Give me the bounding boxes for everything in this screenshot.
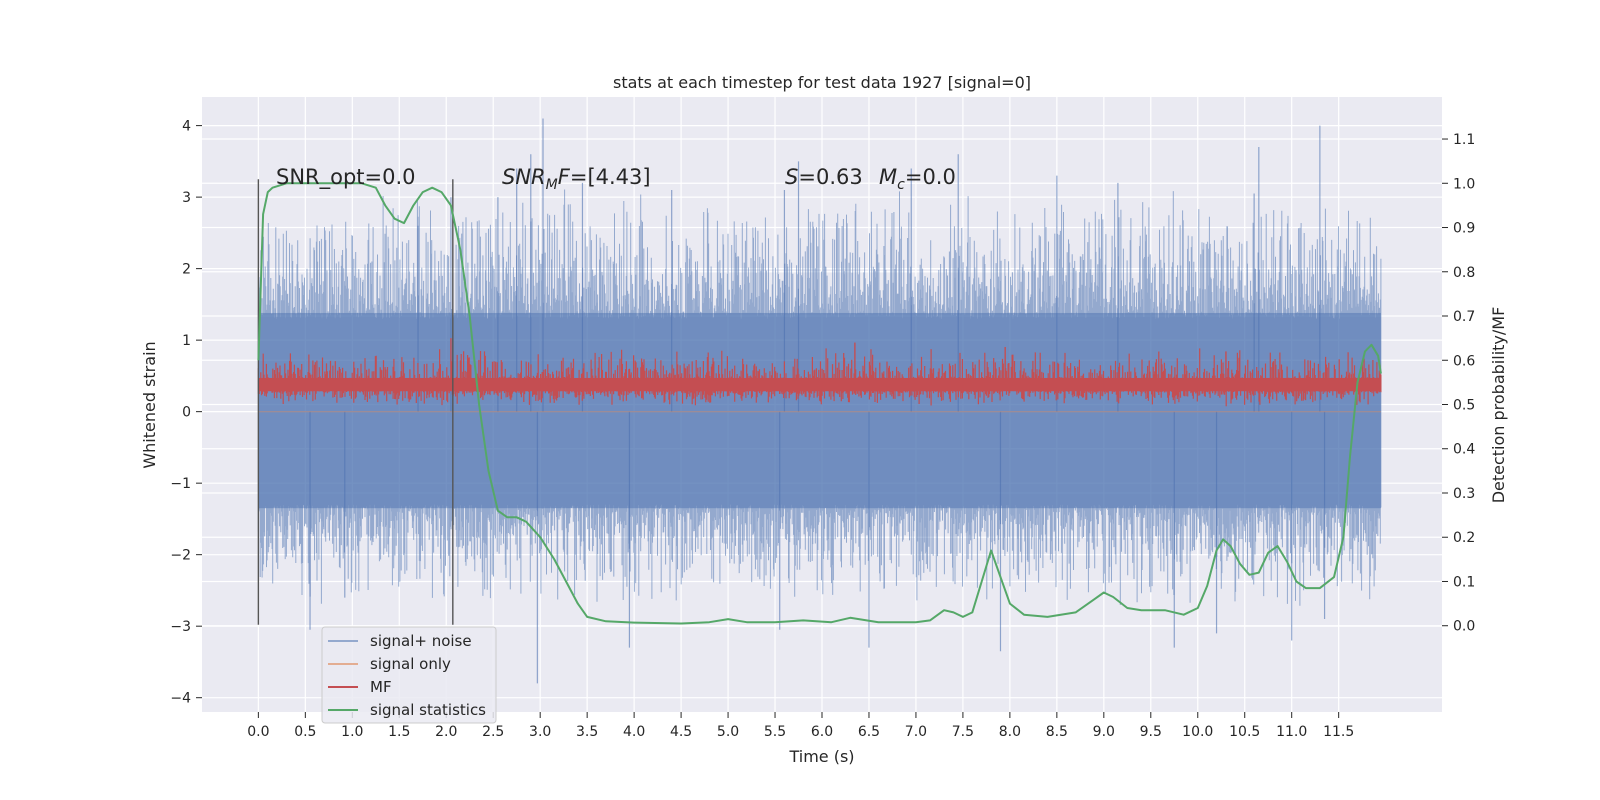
signal-noise-core	[258, 312, 1381, 509]
y2-tick-label: 0.4	[1453, 442, 1475, 458]
y2-axis-label: Detection probability/MF	[1489, 307, 1508, 504]
signal-statistics-line	[257, 182, 1382, 625]
x-tick-label: 4.5	[670, 724, 692, 740]
y2-tick-label: 0.5	[1453, 398, 1475, 414]
y-tick-label: 2	[182, 262, 191, 278]
x-axis-label: Time (s)	[788, 747, 854, 766]
y-tick-label: −3	[170, 619, 191, 635]
x-tick-label: 11.5	[1323, 724, 1354, 740]
legend-label-signal-only: signal only	[370, 655, 451, 673]
y2-tick-label: 0.7	[1453, 309, 1475, 325]
y2-tick-label: 1.1	[1453, 132, 1475, 148]
annotation-s-value: 0.63	[816, 165, 863, 189]
y2-tick-label: 0.6	[1453, 353, 1475, 369]
mf-series	[257, 338, 1382, 407]
window-markers	[257, 179, 454, 625]
signal-statistics-series	[257, 182, 1382, 625]
x-tick-label: 8.5	[1046, 724, 1068, 740]
annotation-snr-opt: SNR_opt=0.0	[276, 165, 416, 190]
legend-label-signal-statistics: signal statistics	[370, 701, 486, 719]
mf-core	[258, 377, 1381, 392]
x-tick-label: 6.5	[858, 724, 880, 740]
x-tick-label: 9.5	[1140, 724, 1162, 740]
y-tick-label: −4	[170, 691, 191, 707]
x-tick-label: 6.0	[811, 724, 833, 740]
annotation-snr-mf: SNRMF=[4.43]	[502, 165, 651, 193]
signal-noise-series	[257, 118, 1382, 684]
y-axis-label: Whitened strain	[140, 341, 159, 468]
x-tick-label: 10.5	[1229, 724, 1260, 740]
x-tick-label: 0.0	[247, 724, 269, 740]
x-tick-label: 10.0	[1182, 724, 1213, 740]
y2-tick-label: 0.1	[1453, 574, 1475, 590]
x-tick-label: 4.0	[623, 724, 645, 740]
x-tick-label: 1.0	[341, 724, 363, 740]
annotation-snr-mf-value: [4.43]	[587, 165, 650, 189]
annotation-mc: Mc=0.0	[879, 165, 956, 193]
x-tick-label: 5.5	[764, 724, 786, 740]
y2-tick-label: 0.0	[1453, 619, 1475, 635]
annotation-mc-value: 0.0	[922, 165, 955, 189]
x-tick-label: 2.5	[482, 724, 504, 740]
y2-tick-label: 1.0	[1453, 176, 1475, 192]
y-tick-label: −2	[170, 548, 191, 564]
y-tick-label: −1	[170, 476, 191, 492]
y-tick-label: 4	[182, 119, 191, 135]
x-tick-label: 3.0	[529, 724, 551, 740]
chart-title: stats at each timestep for test data 192…	[613, 73, 1031, 92]
y-axis-ticks: −4 −3 −2 −1 0 1 2 3 4	[170, 119, 202, 707]
x-axis-ticks: 0.0 0.5 1.0 1.5 2.0 2.5 3.0 3.5 4.0 4.5 5.0 5.5 6.0 6…	[247, 712, 1354, 740]
legend-label-mf: MF	[370, 678, 392, 696]
x-tick-label: 7.0	[905, 724, 927, 740]
x-tick-label: 1.5	[388, 724, 410, 740]
legend-box	[321, 626, 497, 724]
legend: signal+ noise signal only MF signal stat…	[321, 626, 497, 724]
y2-tick-label: 0.2	[1453, 530, 1475, 546]
x-tick-label: 11.0	[1276, 724, 1307, 740]
y2-tick-label: 0.8	[1453, 265, 1475, 281]
y-tick-label: 1	[182, 333, 191, 349]
x-tick-label: 8.0	[999, 724, 1021, 740]
x-tick-label: 3.5	[576, 724, 598, 740]
x-tick-label: 7.5	[952, 724, 974, 740]
y2-axis-ticks: 0.0 0.1 0.2 0.3 0.4 0.5 0.6 0.7 0.8 0.9 1.0 1.1	[1442, 132, 1475, 635]
x-tick-label: 2.0	[435, 724, 457, 740]
y2-tick-label: 0.9	[1453, 221, 1475, 237]
x-tick-label: 9.0	[1093, 724, 1115, 740]
y-tick-label: 0	[182, 405, 191, 421]
x-tick-label: 0.5	[294, 724, 316, 740]
annotation-s: S=0.63	[785, 165, 863, 189]
legend-label-signal-noise: signal+ noise	[370, 632, 472, 650]
y2-tick-label: 0.3	[1453, 486, 1475, 502]
x-tick-label: 5.0	[717, 724, 739, 740]
y-tick-label: 3	[182, 190, 191, 206]
